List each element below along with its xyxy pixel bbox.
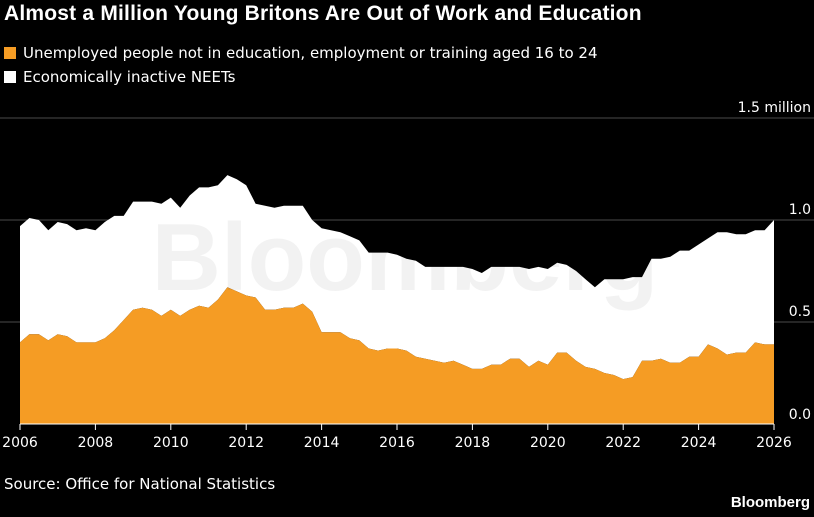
legend-item-inactive: Economically inactive NEETs [4, 65, 598, 89]
x-tick-label-3: 2012 [228, 435, 264, 451]
x-tick-label-2: 2010 [153, 435, 189, 451]
x-tick-label-8: 2022 [605, 435, 641, 451]
brand-logo: Bloomberg [730, 494, 810, 511]
chart-title: Almost a Million Young Britons Are Out o… [4, 2, 642, 25]
x-tick-label-0: 2006 [2, 435, 38, 451]
legend-label-unemployed: Unemployed people not in education, empl… [23, 44, 598, 62]
x-tick-label-1: 2008 [78, 435, 114, 451]
legend-label-inactive: Economically inactive NEETs [23, 68, 236, 86]
x-tick-label-9: 2024 [681, 435, 717, 451]
legend: Unemployed people not in education, empl… [4, 41, 598, 89]
source-note: Source: Office for National Statistics [4, 475, 276, 493]
y-tick-label-2: 1.0 [789, 202, 811, 218]
x-tick-label-5: 2016 [379, 435, 415, 451]
watermark-text: Bloomberg [152, 204, 659, 311]
y-tick-label-0: 0.0 [789, 407, 811, 423]
area-series-unemployed [20, 287, 774, 424]
legend-swatch-unemployed [4, 47, 16, 59]
legend-swatch-inactive [4, 71, 16, 83]
x-tick-label-4: 2014 [304, 435, 340, 451]
legend-item-unemployed: Unemployed people not in education, empl… [4, 41, 598, 65]
x-tick-label-7: 2020 [530, 435, 566, 451]
y-tick-label-1: 0.5 [789, 304, 811, 320]
x-tick-label-6: 2018 [455, 435, 491, 451]
area-series-inactive [20, 175, 774, 380]
x-tick-label-10: 2026 [756, 435, 792, 451]
y-tick-label-3: 1.5 million [738, 100, 811, 116]
